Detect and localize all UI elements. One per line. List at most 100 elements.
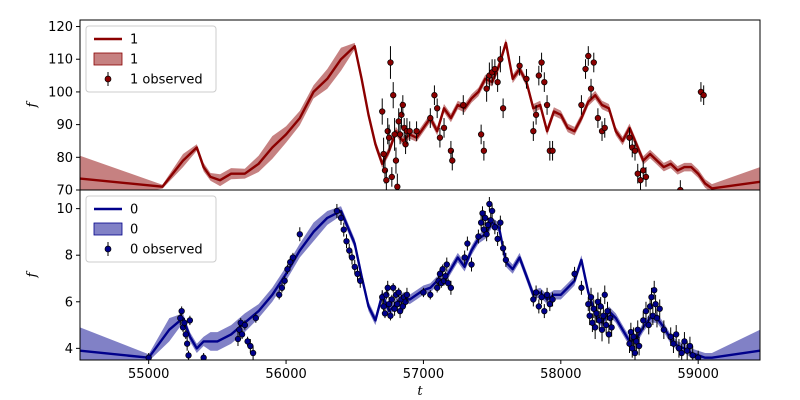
observed-point — [660, 326, 667, 333]
observed-point — [276, 291, 283, 298]
observed-point — [543, 291, 551, 298]
legend: 0 0 0 observed — [85, 195, 217, 263]
observed-point — [678, 349, 685, 357]
observed-point — [380, 150, 387, 158]
observed-point — [340, 226, 347, 233]
observed-point — [434, 284, 441, 291]
observed-point — [637, 177, 644, 184]
observed-point — [184, 340, 191, 347]
observed-point — [200, 354, 207, 360]
observed-point — [594, 114, 602, 122]
observed-point — [541, 78, 548, 86]
observed-point — [181, 319, 188, 326]
x-tick-label: 58000 — [540, 367, 581, 382]
y-tick-label: 120 — [48, 20, 73, 35]
legend-entry: 1 — [130, 33, 138, 48]
observed-point — [234, 335, 242, 343]
observed-point — [449, 157, 456, 164]
observed-point — [600, 312, 607, 319]
observed-point — [538, 293, 545, 301]
legend-entry: 0 — [130, 223, 138, 238]
observed-point — [488, 207, 496, 215]
x-tick-label: 56000 — [265, 367, 306, 382]
legend-entry: 1 — [130, 53, 138, 68]
observed-point — [461, 254, 468, 261]
observed-point — [626, 134, 633, 141]
observed-point — [491, 224, 499, 231]
observed-point — [653, 314, 661, 322]
observed-point — [497, 56, 504, 63]
observed-point — [413, 128, 420, 135]
observed-point — [494, 235, 501, 243]
observed-point — [182, 331, 189, 338]
observed-point — [587, 85, 595, 92]
x-tick-label: 59000 — [678, 367, 719, 382]
observed-point — [178, 307, 185, 315]
observed-point — [379, 108, 386, 115]
observed-point — [145, 354, 152, 360]
observed-point — [487, 217, 494, 224]
observed-point — [346, 247, 353, 254]
observed-point — [380, 303, 387, 310]
observed-point — [381, 167, 389, 174]
observed-point — [590, 59, 597, 66]
observed-point — [673, 331, 680, 338]
y-axis-label: f — [25, 100, 40, 108]
observed-point — [390, 92, 397, 99]
observed-point — [354, 270, 361, 277]
observed-point — [535, 72, 542, 79]
legend-box — [85, 195, 217, 263]
observed-point — [388, 173, 395, 181]
observed-point — [289, 254, 297, 261]
observed-point — [357, 277, 364, 284]
y-tick-label: 8 — [65, 249, 73, 264]
observed-point — [442, 273, 449, 280]
observed-point — [541, 307, 548, 315]
observed-point — [586, 312, 593, 319]
observed-point — [634, 326, 641, 333]
observed-point — [483, 85, 490, 92]
observed-point — [482, 214, 489, 222]
observed-point — [631, 147, 639, 154]
observed-point — [381, 310, 389, 317]
observed-point — [249, 349, 257, 357]
observed-point — [440, 124, 448, 132]
observed-point — [592, 324, 599, 331]
observed-point — [402, 141, 409, 148]
observed-point — [439, 266, 446, 273]
observed-point — [443, 261, 450, 268]
y-tick-label: 70 — [56, 184, 73, 199]
observed-point — [185, 352, 192, 359]
observed-point — [333, 207, 341, 215]
observed-point — [601, 124, 608, 132]
observed-point — [689, 352, 696, 359]
observed-point — [499, 105, 507, 112]
observed-point — [427, 114, 434, 122]
observed-point — [281, 277, 288, 284]
observed-point — [383, 177, 390, 184]
observed-point — [543, 101, 551, 109]
observed-point — [602, 321, 610, 329]
legend-entry: 0 — [130, 203, 138, 218]
observed-point — [406, 128, 413, 135]
observed-point — [384, 128, 391, 135]
observed-point — [656, 305, 663, 312]
observed-point — [585, 300, 592, 308]
observed-point — [700, 92, 707, 99]
observed-point — [394, 300, 401, 308]
observed-point — [396, 131, 404, 138]
plot-area — [80, 38, 760, 190]
observed-point — [252, 314, 259, 322]
plot-area — [80, 196, 760, 360]
observed-point — [652, 300, 659, 308]
observed-point — [447, 147, 455, 154]
observed-point — [247, 342, 254, 350]
observed-point — [447, 284, 455, 291]
observed-point — [241, 321, 248, 329]
observed-point — [402, 298, 409, 305]
observed-point — [395, 118, 402, 125]
y-axis-label: f — [25, 270, 40, 278]
observed-point — [403, 291, 411, 298]
observed-point — [388, 296, 395, 303]
observed-point — [468, 261, 475, 268]
